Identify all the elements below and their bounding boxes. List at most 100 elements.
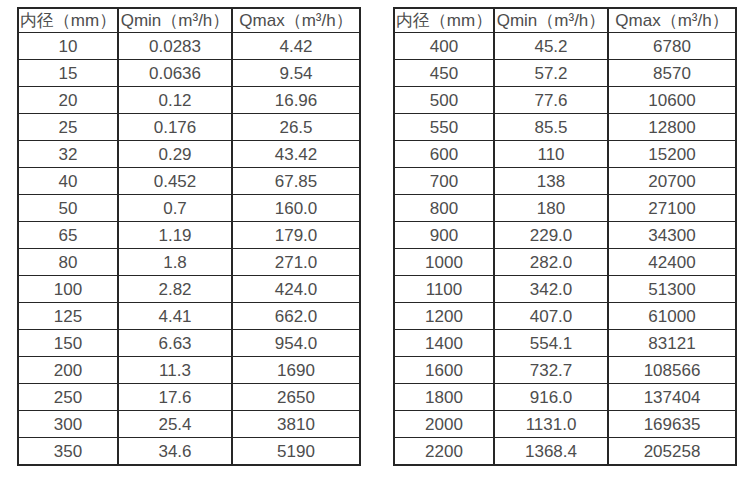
table-cell: 180 (494, 195, 608, 222)
table-cell: 2.82 (118, 276, 232, 303)
table-row: 500.7160.0 (18, 195, 360, 222)
table-cell: 300 (18, 411, 118, 438)
table-cell: 450 (394, 60, 494, 87)
table-cell: 205258 (608, 438, 736, 466)
table-cell: 125 (18, 303, 118, 330)
table-row: 651.19179.0 (18, 222, 360, 249)
table-cell: 10 (18, 33, 118, 60)
table-cell: 15 (18, 60, 118, 87)
table-row: 35034.65190 (18, 438, 360, 466)
table-body: 40045.2678045057.2857050077.61060055085.… (394, 33, 736, 466)
table-cell: 1.19 (118, 222, 232, 249)
table-cell: 550 (394, 114, 494, 141)
table-cell: 2650 (232, 384, 360, 411)
table-cell: 0.12 (118, 87, 232, 114)
table-cell: 1400 (394, 330, 494, 357)
table-row: 70013820700 (394, 168, 736, 195)
table-cell: 42400 (608, 249, 736, 276)
table-cell: 1690 (232, 357, 360, 384)
table-cell: 3810 (232, 411, 360, 438)
table-cell: 16.96 (232, 87, 360, 114)
table-row: 25017.62650 (18, 384, 360, 411)
table-cell: 4.41 (118, 303, 232, 330)
table-cell: 5190 (232, 438, 360, 466)
table-cell: 20700 (608, 168, 736, 195)
table-row: 801.8271.0 (18, 249, 360, 276)
table-row: 1002.82424.0 (18, 276, 360, 303)
table-cell: 0.0283 (118, 33, 232, 60)
table-cell: 27100 (608, 195, 736, 222)
table-row: 100.02834.42 (18, 33, 360, 60)
column-header-diameter: 内径（mm） (394, 8, 494, 33)
table-cell: 85.5 (494, 114, 608, 141)
table-row: 1200407.061000 (394, 303, 736, 330)
table-cell: 34.6 (118, 438, 232, 466)
table-cell: 0.176 (118, 114, 232, 141)
table-cell: 77.6 (494, 87, 608, 114)
table-cell: 282.0 (494, 249, 608, 276)
table-cell: 1000 (394, 249, 494, 276)
table-cell: 12800 (608, 114, 736, 141)
table-cell: 108566 (608, 357, 736, 384)
flow-tables-container: 内径（mm） Qmin（m³/h） Qmax（m³/h） 100.02834.4… (0, 0, 750, 466)
table-row: 40045.26780 (394, 33, 736, 60)
table-cell: 51300 (608, 276, 736, 303)
table-cell: 43.42 (232, 141, 360, 168)
table-cell: 0.29 (118, 141, 232, 168)
table-header-row: 内径（mm） Qmin（m³/h） Qmax（m³/h） (18, 8, 360, 33)
table-cell: 1100 (394, 276, 494, 303)
table-cell: 40 (18, 168, 118, 195)
table-cell: 0.0636 (118, 60, 232, 87)
table-row: 1254.41662.0 (18, 303, 360, 330)
table-row: 20011.31690 (18, 357, 360, 384)
table-cell: 1.8 (118, 249, 232, 276)
table-row: 250.17626.5 (18, 114, 360, 141)
table-cell: 10600 (608, 87, 736, 114)
flow-table-small-diameters: 内径（mm） Qmin（m³/h） Qmax（m³/h） 100.02834.4… (17, 7, 361, 466)
table-cell: 407.0 (494, 303, 608, 330)
table-cell: 229.0 (494, 222, 608, 249)
table-cell: 15200 (608, 141, 736, 168)
table-row: 1506.63954.0 (18, 330, 360, 357)
table-cell: 1800 (394, 384, 494, 411)
table-cell: 83121 (608, 330, 736, 357)
table-cell: 65 (18, 222, 118, 249)
table-cell: 250 (18, 384, 118, 411)
table-header-row: 内径（mm） Qmin（m³/h） Qmax（m³/h） (394, 8, 736, 33)
table-cell: 424.0 (232, 276, 360, 303)
table-cell: 271.0 (232, 249, 360, 276)
table-cell: 342.0 (494, 276, 608, 303)
table-cell: 100 (18, 276, 118, 303)
table-cell: 350 (18, 438, 118, 466)
table-cell: 179.0 (232, 222, 360, 249)
table-cell: 6780 (608, 33, 736, 60)
table-cell: 61000 (608, 303, 736, 330)
table-row: 1000282.042400 (394, 249, 736, 276)
table-row: 900229.034300 (394, 222, 736, 249)
table-row: 60011015200 (394, 141, 736, 168)
table-cell: 45.2 (494, 33, 608, 60)
table-cell: 400 (394, 33, 494, 60)
table-row: 400.45267.85 (18, 168, 360, 195)
table-cell: 6.63 (118, 330, 232, 357)
table-row: 50077.610600 (394, 87, 736, 114)
table-cell: 50 (18, 195, 118, 222)
table-row: 150.06369.54 (18, 60, 360, 87)
table-cell: 900 (394, 222, 494, 249)
table-cell: 800 (394, 195, 494, 222)
table-cell: 0.7 (118, 195, 232, 222)
table-cell: 110 (494, 141, 608, 168)
table-row: 30025.43810 (18, 411, 360, 438)
table-cell: 600 (394, 141, 494, 168)
table-body: 100.02834.42150.06369.54200.1216.96250.1… (18, 33, 360, 466)
table-row: 45057.28570 (394, 60, 736, 87)
table-cell: 9.54 (232, 60, 360, 87)
table-cell: 1600 (394, 357, 494, 384)
table-cell: 150 (18, 330, 118, 357)
table-cell: 554.1 (494, 330, 608, 357)
table-cell: 1200 (394, 303, 494, 330)
table-row: 1600732.7108566 (394, 357, 736, 384)
table-cell: 25 (18, 114, 118, 141)
table-cell: 732.7 (494, 357, 608, 384)
table-row: 20001131.0169635 (394, 411, 736, 438)
